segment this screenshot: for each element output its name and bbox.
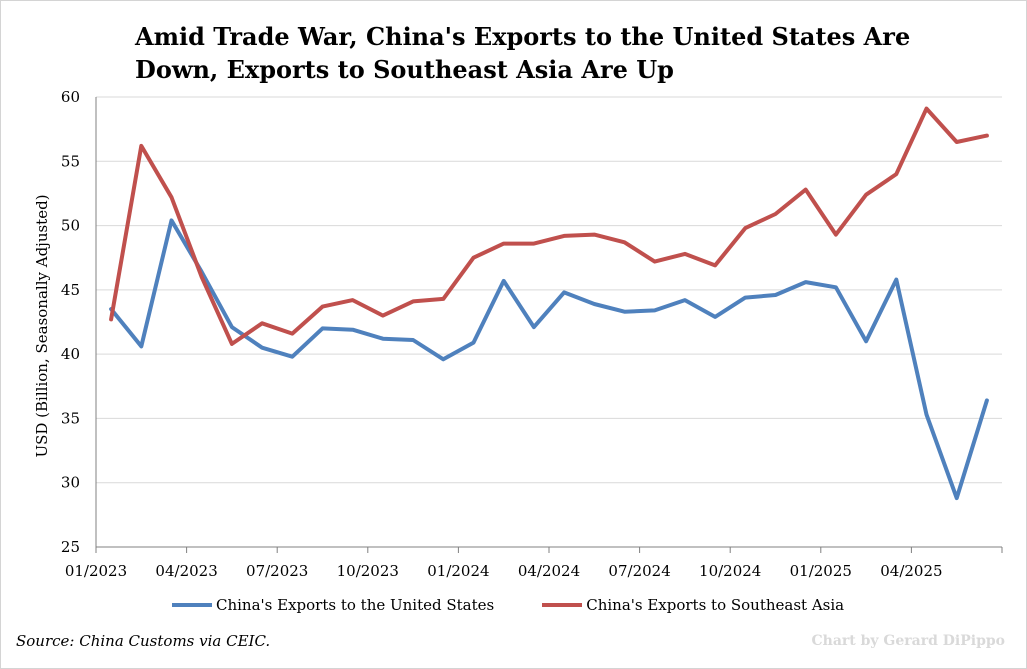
- y-tick-label-45: 45: [61, 281, 80, 299]
- legend-swatch-us: [172, 603, 212, 607]
- x-tick-label-07-2023: 07/2023: [246, 562, 308, 580]
- y-tick-label-35: 35: [61, 409, 80, 427]
- chart-credit: Chart by Gerard DiPippo: [811, 633, 1005, 649]
- series-line-sea: [109, 106, 989, 346]
- y-tick-label-30: 30: [61, 474, 80, 492]
- y-tick-label-25: 25: [61, 538, 80, 556]
- chart-title: Amid Trade War, China's Exports to the U…: [135, 20, 910, 86]
- y-tick-label-40: 40: [61, 345, 80, 363]
- series-line-us: [109, 218, 989, 501]
- source-note: Source: China Customs via CEIC.: [16, 632, 271, 650]
- x-tick-label-01-2023: 01/2023: [65, 562, 127, 580]
- series-lines: [109, 106, 989, 501]
- y-tick-label-60: 60: [61, 88, 80, 106]
- chart-title-line-2: Down, Exports to Southeast Asia Are Up: [135, 55, 674, 84]
- x-tick-label-04-2025: 04/2025: [880, 562, 942, 580]
- legend-item-sea: China's Exports to Southeast Asia: [542, 596, 844, 614]
- y-tick-label-50: 50: [61, 217, 80, 235]
- legend-swatch-sea: [542, 603, 583, 607]
- x-tick-label-04-2023: 04/2023: [155, 562, 217, 580]
- legend-label-us: China's Exports to the United States: [216, 596, 495, 614]
- axes: 25 30 35 40 45 50 55 60 01/2023 04/2023 07/2023 10/…: [61, 88, 1003, 580]
- gridlines: [96, 96, 1002, 484]
- x-tick-label-04-2024: 04/2024: [518, 562, 580, 580]
- x-tick-label-01-2025: 01/2025: [790, 562, 852, 580]
- legend-label-sea: China's Exports to Southeast Asia: [586, 596, 845, 614]
- y-tick-label-55: 55: [61, 152, 80, 170]
- chart-title-line-1: Amid Trade War, China's Exports to the U…: [135, 22, 911, 51]
- x-tick-label-01-2024: 01/2024: [427, 562, 489, 580]
- x-tick-label-10-2023: 10/2023: [337, 562, 399, 580]
- y-axis-label: USD (Billion, Seasonally Adjusted): [33, 194, 51, 457]
- x-tick-label-10-2024: 10/2024: [699, 562, 761, 580]
- legend-item-us: China's Exports to the United States: [172, 596, 494, 614]
- x-tick-label-07-2024: 07/2024: [608, 562, 670, 580]
- legend: China's Exports to the United States Chi…: [172, 596, 892, 614]
